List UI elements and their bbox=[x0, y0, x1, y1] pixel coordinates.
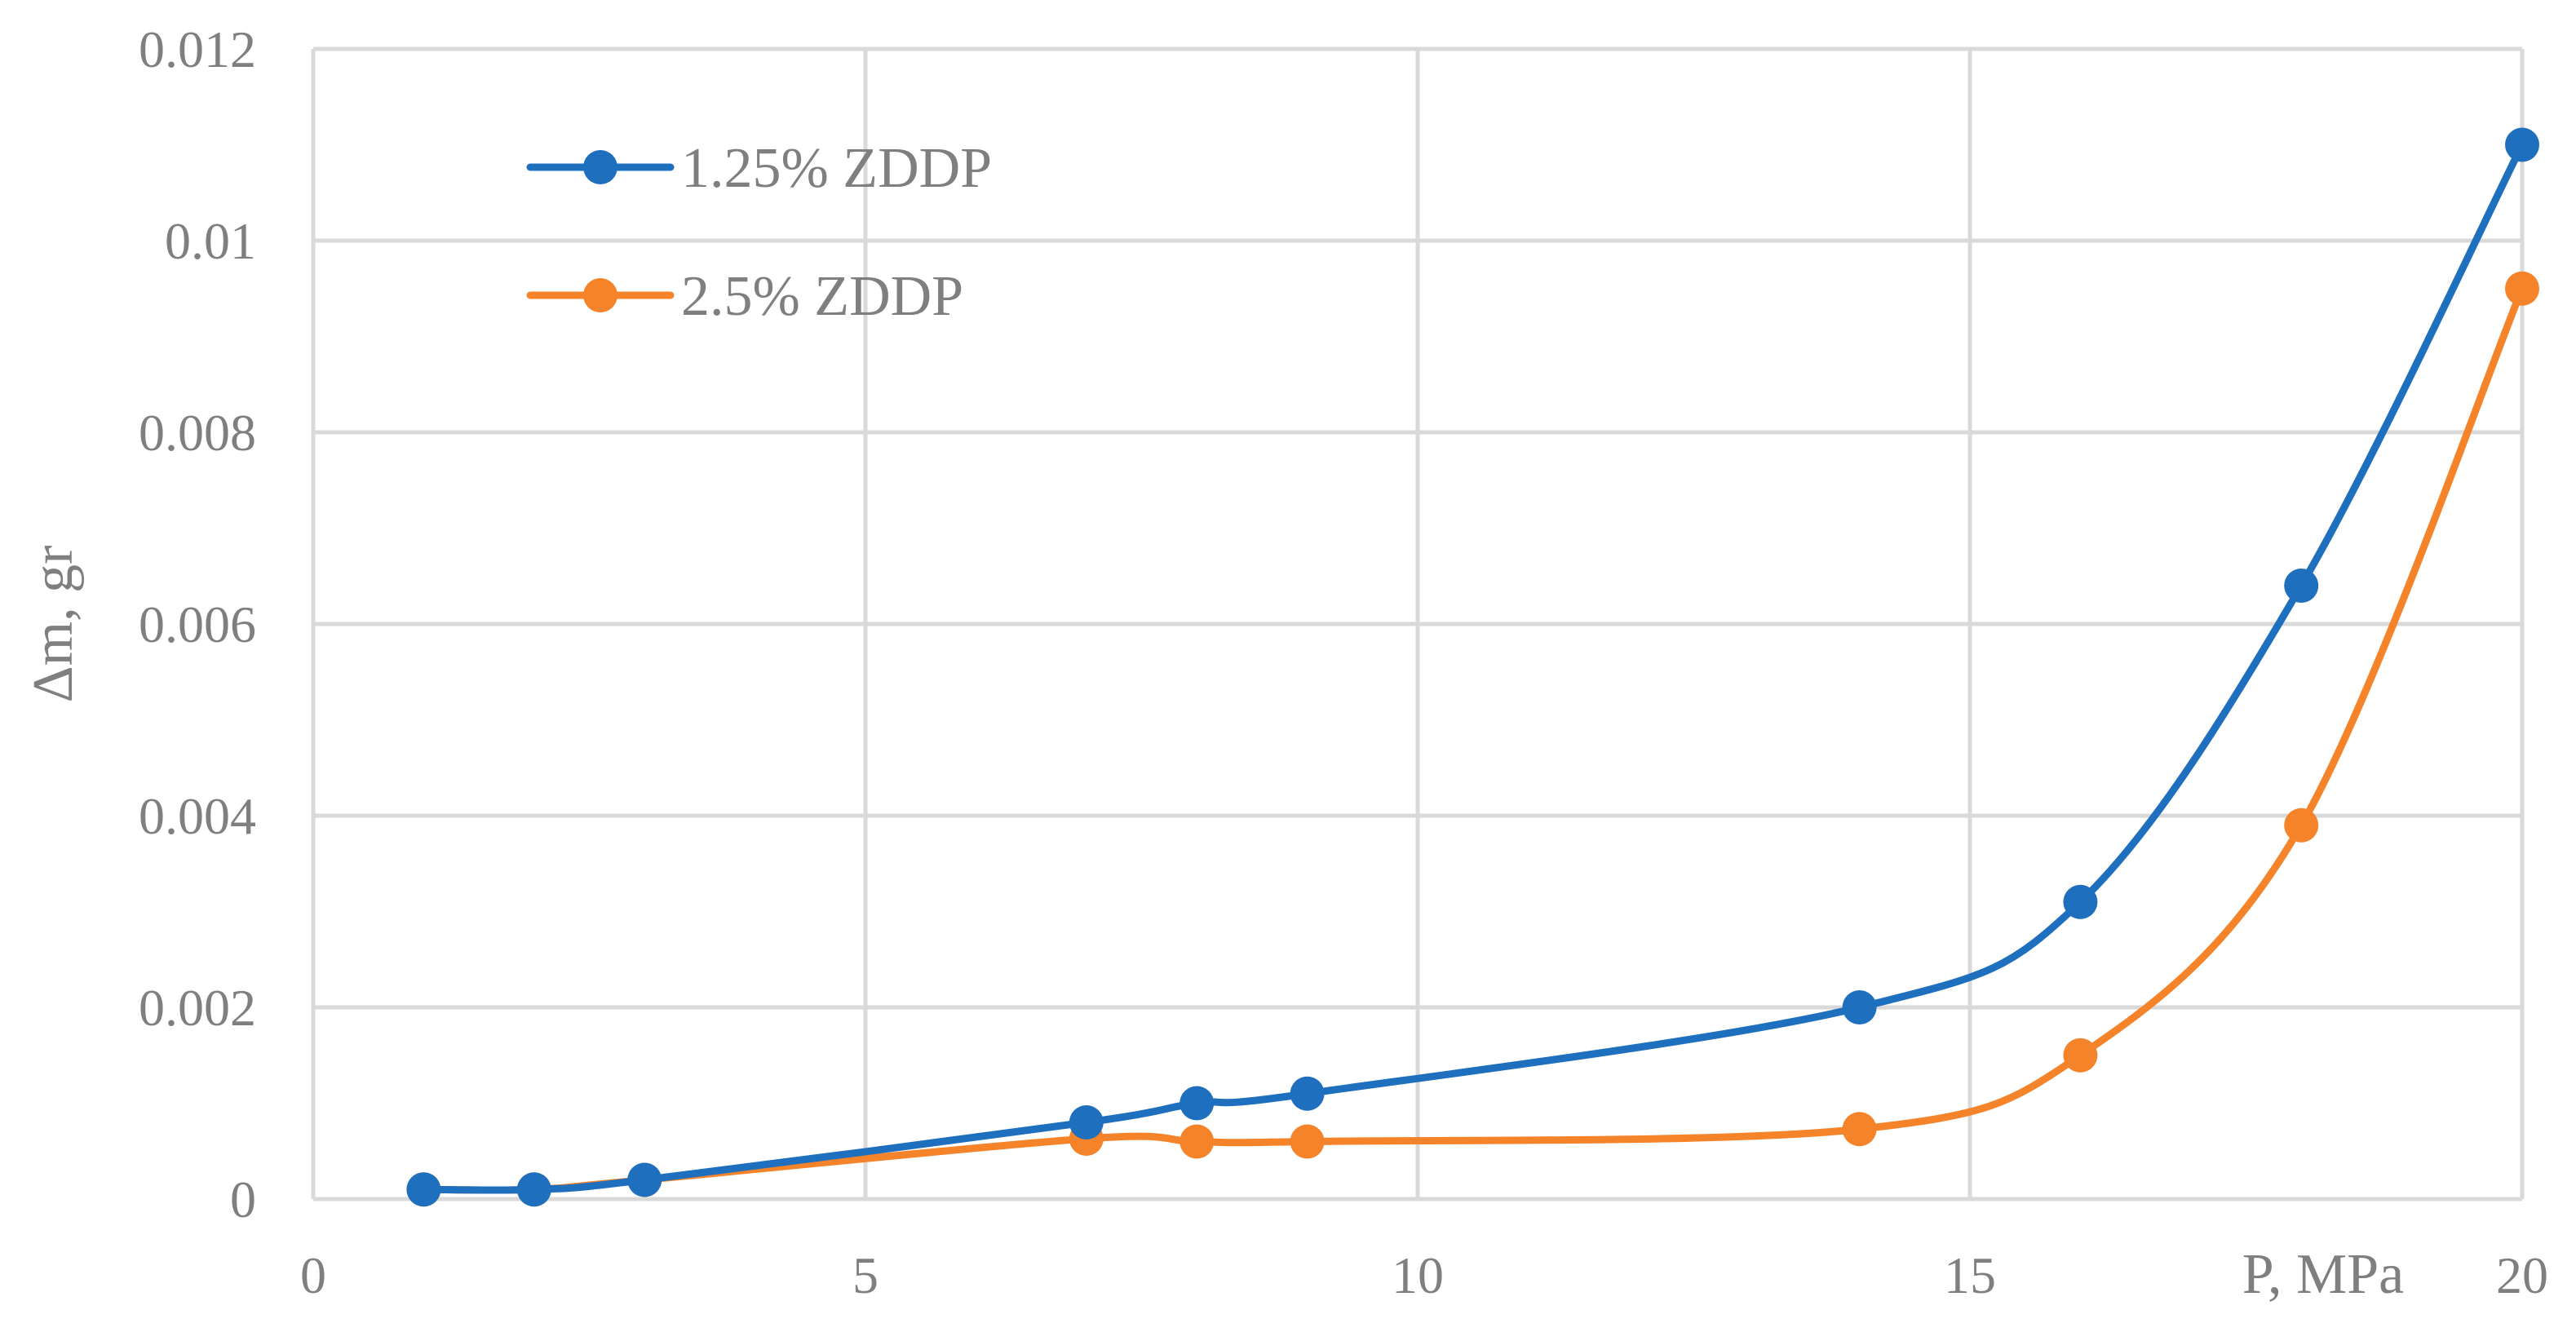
y-tick-label: 0.004 bbox=[139, 787, 256, 845]
legend-marker bbox=[583, 278, 617, 312]
data-point bbox=[2284, 808, 2319, 843]
data-point bbox=[1842, 1112, 1877, 1147]
x-tick-label: 15 bbox=[1944, 1246, 1996, 1304]
legend-label: 1.25% ZDDP bbox=[681, 137, 992, 200]
data-point bbox=[1180, 1124, 1215, 1159]
x-tick-label: 20 bbox=[2496, 1246, 2548, 1304]
data-point bbox=[516, 1172, 551, 1207]
data-point bbox=[1290, 1076, 1325, 1111]
y-tick-label: 0.01 bbox=[165, 212, 256, 270]
grid-lines bbox=[311, 46, 2525, 1201]
data-point bbox=[2284, 569, 2319, 603]
data-point bbox=[1069, 1105, 1104, 1140]
axis-tick-labels: 0 0.002 0.004 0.006 0.008 0.01 0.012 0 5 10 15 20 bbox=[139, 20, 2548, 1304]
x-tick-label: 0 bbox=[300, 1246, 326, 1304]
data-point bbox=[406, 1172, 441, 1207]
legend: 1.25% ZDDP 2.5% ZDDP bbox=[526, 137, 992, 328]
data-point bbox=[2063, 1038, 2098, 1073]
data-point bbox=[1842, 990, 1877, 1024]
x-axis-title: P, MPa bbox=[2242, 1243, 2404, 1306]
series-1 bbox=[406, 271, 2539, 1207]
legend-marker bbox=[583, 150, 617, 184]
x-tick-label: 10 bbox=[1392, 1246, 1444, 1304]
data-point bbox=[2063, 884, 2098, 919]
y-axis-title: Δm, gr bbox=[22, 546, 85, 703]
data-point bbox=[627, 1162, 662, 1197]
data-point bbox=[1290, 1124, 1325, 1159]
legend-label: 2.5% ZDDP bbox=[681, 265, 963, 328]
legend-item: 1.25% ZDDP bbox=[526, 137, 992, 200]
series-layer bbox=[406, 127, 2539, 1207]
y-tick-label: 0.006 bbox=[139, 595, 256, 653]
legend-item: 2.5% ZDDP bbox=[526, 265, 963, 328]
data-point bbox=[2505, 127, 2539, 162]
y-tick-label: 0.008 bbox=[139, 404, 256, 462]
y-tick-label: 0.012 bbox=[139, 20, 256, 78]
x-tick-label: 5 bbox=[852, 1246, 879, 1304]
series-0 bbox=[406, 127, 2539, 1207]
data-point bbox=[1180, 1086, 1215, 1121]
data-point bbox=[2505, 271, 2539, 306]
y-tick-label: 0 bbox=[230, 1170, 256, 1228]
y-tick-label: 0.002 bbox=[139, 979, 256, 1037]
